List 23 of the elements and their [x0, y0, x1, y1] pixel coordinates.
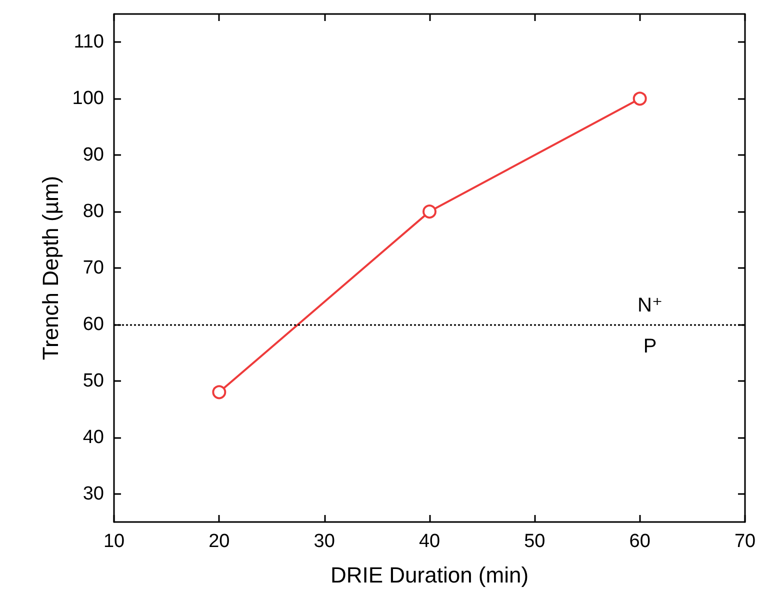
x-tick-label: 60 [629, 531, 650, 552]
y-tick-label: 100 [72, 88, 104, 110]
y-tick-label: 30 [82, 483, 104, 504]
x-tick-label: 30 [314, 531, 335, 552]
x-tick-label: 40 [418, 531, 440, 552]
x-tick-label: 50 [524, 531, 546, 552]
y-tick-label: 110 [74, 32, 104, 53]
y-tick-label: 60 [82, 314, 104, 335]
y-tick-label: 50 [82, 370, 104, 392]
y-tick-label: 90 [82, 144, 104, 166]
x-tick-label: 10 [103, 531, 125, 552]
point [422, 204, 436, 219]
annotation: N⁺ [638, 294, 662, 316]
x-axis-title: DRIE Duration (min) [330, 562, 529, 588]
x-tick-label: 20 [208, 531, 230, 552]
y-tick-label: 70 [82, 258, 104, 278]
point [212, 385, 226, 400]
y-axis-title: Trench Depth (µm) [38, 176, 63, 360]
annotation: P [643, 335, 657, 358]
x-tick-label: 70 [734, 531, 756, 552]
point [632, 92, 647, 106]
y-tick-label: 80 [82, 201, 104, 222]
y-tick-label: 40 [82, 426, 104, 448]
